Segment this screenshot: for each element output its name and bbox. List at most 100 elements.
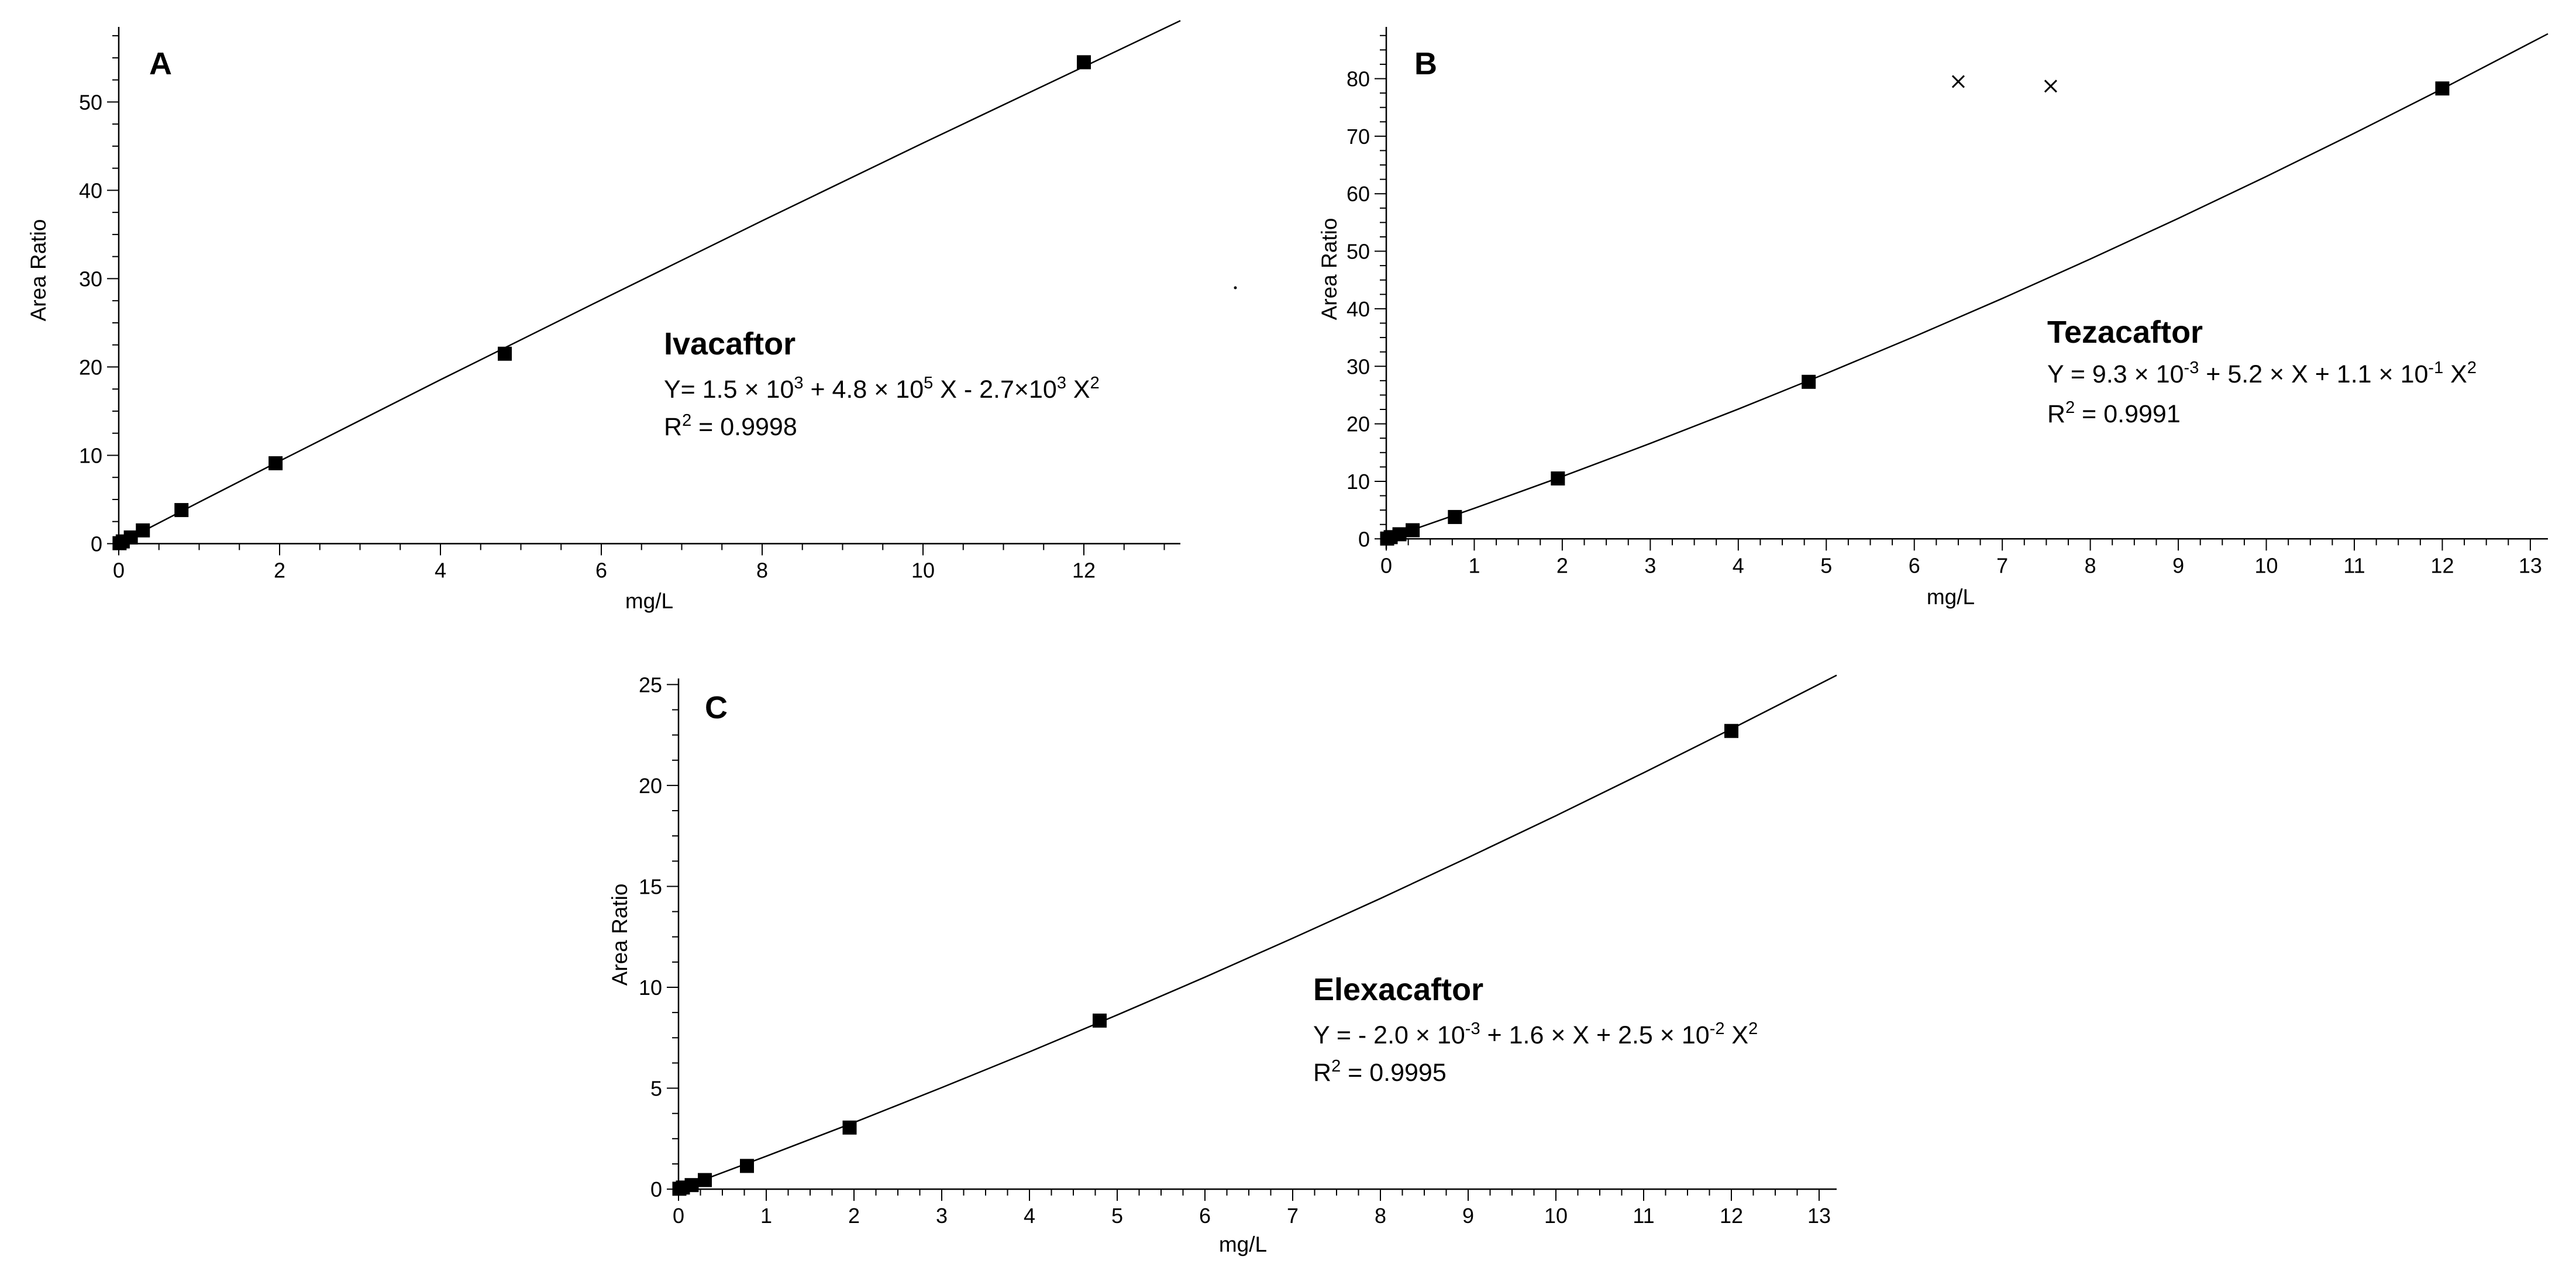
panel-b-x-tick-label: 12 (2430, 553, 2454, 577)
panel-b-y-axis-title: Area Ratio (1317, 218, 1341, 321)
panel-a-drug-name: Ivacaftor (664, 326, 795, 361)
panel-a-y-axis-title: Area Ratio (26, 219, 50, 322)
panel-c-x-axis-title: mg/L (1219, 1232, 1267, 1256)
panel-c-x-tick-label: 8 (1375, 1204, 1386, 1228)
panel-c-y-tick-label: 25 (639, 673, 662, 697)
panel-b-x-tick-label: 8 (2085, 553, 2096, 577)
panel-c-x-tick-label: 12 (1720, 1204, 1743, 1228)
excluded-mark-stroke (1951, 75, 1965, 88)
panel-a-x-tick-label: 4 (435, 558, 446, 582)
panel-b-fit-curve (1386, 33, 2549, 540)
panel-a-y-tick-label: 0 (91, 532, 102, 556)
panel-b-x-tick-label: 10 (2255, 553, 2278, 577)
panel-b-y-tick-label: 40 (1346, 297, 1370, 321)
panel-c-x-tick-label: 1 (760, 1204, 772, 1228)
panel-b-calibrator-point (1392, 527, 1407, 542)
panel-b-label: B (1414, 46, 1437, 81)
panel-a-x-tick-label: 10 (911, 558, 935, 582)
panel-b-x-axis-title: mg/L (1927, 585, 1975, 609)
panel-b-y-tick-label: 80 (1346, 67, 1370, 91)
panel-b-y-tick-label: 70 (1346, 125, 1370, 149)
panel-c-x-tick-label: 2 (848, 1204, 860, 1228)
panel-b-x-tick-label: 4 (1733, 553, 1744, 577)
panel-c-fit-annotation: Elexacaftor Y = - 2.0 × 10-3 + 1.6 × X +… (1313, 972, 1758, 1087)
panel-b-x-tick-label: 9 (2172, 553, 2184, 577)
panel-c-calibrator-point (1093, 1013, 1107, 1028)
panel-b-equation: Y = 9.3 × 10-3 + 5.2 × X + 1.1 × 10-1 X2 (2047, 359, 2477, 388)
panel-c-x-tick-label: 9 (1462, 1204, 1474, 1228)
panel-a-x-tick-label: 6 (595, 558, 607, 582)
panel-c-x-tick-label: 3 (936, 1204, 948, 1228)
panel-b-excluded-point (2044, 80, 2057, 93)
panel-b-y-tick-label: 50 (1346, 240, 1370, 264)
panel-a-calibrator-point (123, 530, 138, 545)
panel-b-calibrator-point (1406, 523, 1420, 538)
panel-a-y-tick-label: 30 (79, 267, 102, 291)
panel-b-fit-annotation: Tezacaftor Y = 9.3 × 10-3 + 5.2 × X + 1.… (2047, 315, 2477, 428)
panel-a-y-tick-label: 40 (79, 178, 102, 202)
panel-b-x-tick-label: 5 (1820, 553, 1832, 577)
panel-b-calibrator-point (1448, 509, 1462, 524)
panel-c-x-tick-label: 11 (1633, 1204, 1654, 1228)
panel-c-y-tick-label: 20 (639, 774, 662, 798)
panel-a-calibrator-point (498, 346, 512, 361)
panel-a-y-tick-label: 20 (79, 355, 102, 379)
panel-c-y-tick-label: 15 (639, 874, 662, 898)
panel-b-calibrator-point (1802, 374, 1816, 389)
panel-b-x-tick-label: 2 (1556, 553, 1568, 577)
panel-a-y-tick-label: 10 (79, 443, 102, 467)
panel-c-y-tick-label: 10 (639, 976, 662, 1000)
panel-c-r-squared: R2 = 0.9995 (1313, 1057, 1447, 1087)
stray-dot (1234, 286, 1237, 290)
panel-b-x-tick-label: 3 (1644, 553, 1656, 577)
panel-b-x-tick-label: 13 (2519, 553, 2542, 577)
panel-c-x-tick-label: 5 (1111, 1204, 1123, 1228)
panel-a-equation: Y= 1.5 × 103 + 4.8 × 105 X - 2.7×103 X2 (664, 374, 1100, 404)
panel-c-drug-name: Elexacaftor (1313, 972, 1483, 1007)
panel-b-calibrator-point (1551, 471, 1565, 486)
panel-b-x-tick-label: 6 (1909, 553, 1920, 577)
panel-a-x-tick-label: 8 (756, 558, 768, 582)
panel-a-r-squared: R2 = 0.9998 (664, 411, 797, 441)
panel-b-y-tick-label: 0 (1358, 527, 1370, 551)
panel-c-x-tick-label: 6 (1199, 1204, 1211, 1228)
panel-b-x-tick-label: 0 (1380, 553, 1392, 577)
panel-c-x-tick-label: 10 (1544, 1204, 1568, 1228)
panel-b-y-tick-label: 10 (1346, 470, 1370, 494)
panel-a-y-tick-label: 50 (79, 90, 102, 114)
panel-c-equation: Y = - 2.0 × 10-3 + 1.6 × X + 2.5 × 10-2 … (1313, 1019, 1758, 1049)
panel-c-calibrator-point (698, 1173, 712, 1187)
chart-panel-a: 0 2 4 6 8 10 12 0 10 20 30 40 50 A Area Ratio mg/L I… (26, 20, 1181, 613)
panel-c-calibrator-point (1724, 724, 1738, 738)
panel-c-x-tick-label: 0 (673, 1204, 684, 1228)
panel-a-calibrator-point (268, 456, 283, 471)
panel-a-x-tick-label: 2 (274, 558, 285, 582)
panel-b-x-tick-label: 7 (1996, 553, 2008, 577)
panel-b-excluded-point (1951, 75, 1965, 88)
panel-c-fit-curve (678, 674, 1837, 1190)
panel-b-r-squared: R2 = 0.9991 (2047, 398, 2181, 428)
panel-b-y-tick-label: 20 (1346, 412, 1370, 436)
panel-c-x-tick-label: 7 (1287, 1204, 1299, 1228)
panel-c-y-tick-label: 5 (650, 1077, 662, 1101)
panel-c-label: C (705, 690, 728, 725)
panel-c-x-tick-label: 13 (1807, 1204, 1831, 1228)
panel-b-x-tick-label: 1 (1468, 553, 1480, 577)
panel-a-label: A (149, 46, 172, 81)
panel-b-x-tick-label: 11 (2343, 553, 2365, 577)
panel-c-calibrator-point (740, 1159, 754, 1173)
panel-a-calibrator-point (1077, 55, 1091, 70)
panel-a-x-axis-title: mg/L (625, 589, 673, 613)
panel-c-x-tick-label: 4 (1024, 1204, 1035, 1228)
panel-b-y-tick-label: 60 (1346, 182, 1370, 206)
panel-c-calibrator-point (684, 1178, 699, 1193)
panel-c-y-tick-label: 0 (650, 1177, 662, 1201)
panel-b-drug-name: Tezacaftor (2047, 315, 2203, 350)
panel-c-y-axis-title: Area Ratio (608, 884, 632, 986)
panel-a-x-tick-label: 12 (1072, 558, 1096, 582)
panel-a-fit-annotation: Ivacaftor Y= 1.5 × 103 + 4.8 × 105 X - 2… (664, 326, 1100, 441)
panel-a-calibrator-point (174, 503, 189, 518)
